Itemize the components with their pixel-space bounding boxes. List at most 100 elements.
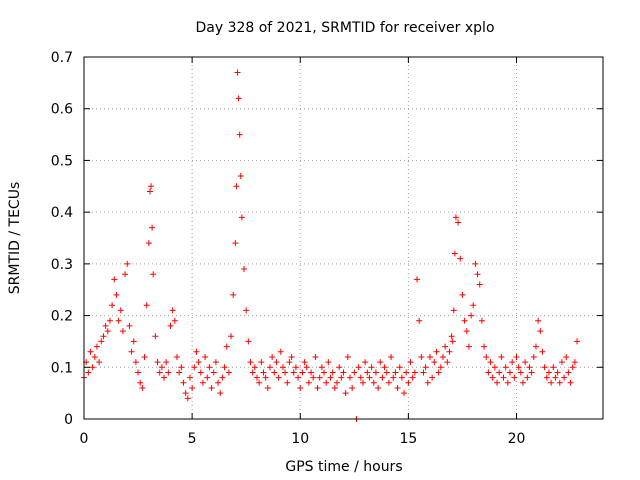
data-point bbox=[517, 369, 524, 376]
data-point bbox=[522, 359, 529, 366]
data-point bbox=[197, 369, 204, 376]
y-tick-label: 0.4 bbox=[51, 205, 73, 221]
data-point bbox=[169, 307, 176, 314]
data-point bbox=[370, 379, 377, 386]
data-point bbox=[282, 369, 289, 376]
data-point bbox=[234, 69, 241, 76]
y-tick-label: 0.6 bbox=[51, 102, 73, 118]
data-point bbox=[455, 219, 462, 226]
data-point bbox=[561, 374, 568, 381]
data-point bbox=[325, 359, 332, 366]
data-point bbox=[191, 364, 198, 371]
data-point bbox=[161, 374, 168, 381]
data-point bbox=[403, 369, 410, 376]
data-point bbox=[548, 379, 555, 386]
data-point bbox=[558, 359, 565, 366]
data-point bbox=[277, 348, 284, 355]
y-tick-label: 0.5 bbox=[51, 153, 73, 169]
data-point bbox=[275, 374, 282, 381]
data-point bbox=[323, 379, 330, 386]
data-point bbox=[435, 369, 442, 376]
data-point bbox=[180, 379, 187, 386]
data-point bbox=[104, 328, 111, 335]
data-point bbox=[366, 374, 373, 381]
data-point bbox=[223, 343, 230, 350]
data-point bbox=[150, 271, 157, 278]
data-point bbox=[176, 369, 183, 376]
y-tick-label: 0.7 bbox=[51, 50, 73, 66]
data-point bbox=[202, 353, 209, 360]
data-point bbox=[137, 379, 144, 386]
data-point bbox=[102, 322, 109, 329]
data-point bbox=[550, 364, 557, 371]
data-point bbox=[401, 390, 408, 397]
data-point bbox=[148, 183, 155, 190]
data-point bbox=[396, 364, 403, 371]
data-point bbox=[416, 317, 423, 324]
data-point bbox=[156, 369, 163, 376]
data-point bbox=[290, 369, 297, 376]
data-point bbox=[422, 364, 429, 371]
data-point bbox=[552, 374, 559, 381]
data-point bbox=[500, 374, 507, 381]
data-point bbox=[481, 343, 488, 350]
data-point bbox=[288, 353, 295, 360]
data-point bbox=[189, 384, 196, 391]
data-point bbox=[113, 291, 120, 298]
x-tick-label: 10 bbox=[291, 431, 309, 447]
data-point bbox=[167, 322, 174, 329]
data-point bbox=[431, 359, 438, 366]
data-point bbox=[398, 374, 405, 381]
data-point bbox=[184, 395, 191, 402]
data-point bbox=[230, 291, 237, 298]
data-point bbox=[483, 353, 490, 360]
data-point bbox=[89, 364, 96, 371]
data-point bbox=[208, 384, 215, 391]
data-point bbox=[331, 384, 338, 391]
data-point bbox=[249, 369, 256, 376]
data-point bbox=[567, 379, 574, 386]
data-point bbox=[299, 369, 306, 376]
data-point bbox=[146, 188, 153, 195]
data-point bbox=[545, 369, 552, 376]
data-point bbox=[122, 271, 129, 278]
data-point bbox=[424, 379, 431, 386]
data-point bbox=[186, 374, 193, 381]
data-point bbox=[141, 353, 148, 360]
x-tick-label: 15 bbox=[399, 431, 417, 447]
data-point bbox=[119, 328, 126, 335]
data-point bbox=[342, 390, 349, 397]
data-point bbox=[193, 348, 200, 355]
data-point bbox=[171, 317, 178, 324]
data-point bbox=[433, 348, 440, 355]
data-point bbox=[266, 364, 273, 371]
data-point bbox=[173, 353, 180, 360]
data-point bbox=[381, 364, 388, 371]
data-point bbox=[152, 333, 159, 340]
data-point bbox=[340, 369, 347, 376]
data-point bbox=[312, 353, 319, 360]
data-point bbox=[502, 364, 509, 371]
data-point bbox=[364, 369, 371, 376]
data-point bbox=[264, 384, 271, 391]
data-point bbox=[496, 369, 503, 376]
data-point bbox=[199, 379, 206, 386]
data-point bbox=[515, 364, 522, 371]
data-point bbox=[93, 343, 100, 350]
data-point bbox=[489, 374, 496, 381]
data-point bbox=[535, 317, 542, 324]
data-point bbox=[215, 379, 222, 386]
data-point bbox=[569, 364, 576, 371]
data-point bbox=[459, 291, 466, 298]
data-point bbox=[451, 250, 458, 257]
data-point bbox=[368, 364, 375, 371]
data-point bbox=[295, 374, 302, 381]
data-point bbox=[182, 390, 189, 397]
data-point bbox=[269, 353, 276, 360]
data-point bbox=[247, 359, 254, 366]
data-point bbox=[539, 348, 546, 355]
data-point bbox=[574, 338, 581, 345]
data-point bbox=[212, 359, 219, 366]
data-point bbox=[571, 359, 578, 366]
data-point bbox=[377, 359, 384, 366]
